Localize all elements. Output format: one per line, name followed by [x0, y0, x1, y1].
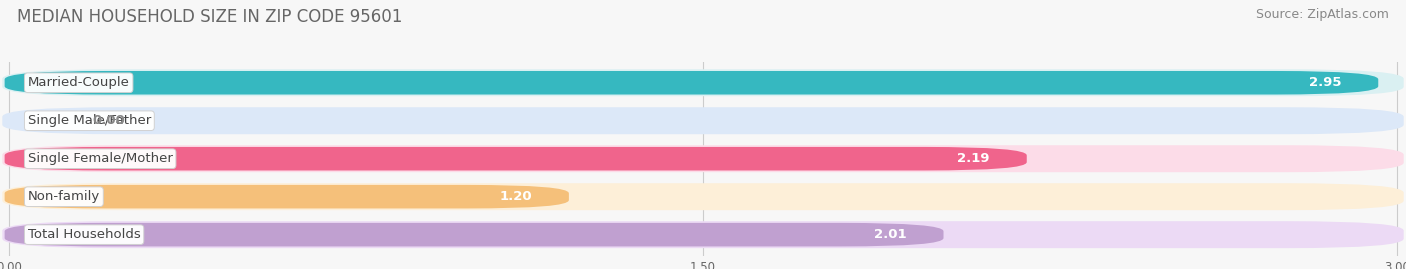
Text: MEDIAN HOUSEHOLD SIZE IN ZIP CODE 95601: MEDIAN HOUSEHOLD SIZE IN ZIP CODE 95601: [17, 8, 402, 26]
FancyBboxPatch shape: [4, 223, 943, 246]
Text: 1.20: 1.20: [499, 190, 531, 203]
Text: Single Male/Father: Single Male/Father: [28, 114, 150, 127]
FancyBboxPatch shape: [3, 145, 1403, 172]
Text: Married-Couple: Married-Couple: [28, 76, 129, 89]
Text: Non-family: Non-family: [28, 190, 100, 203]
FancyBboxPatch shape: [3, 183, 1403, 210]
FancyBboxPatch shape: [3, 107, 1403, 134]
Text: Total Households: Total Households: [28, 228, 141, 241]
FancyBboxPatch shape: [4, 147, 1026, 171]
FancyBboxPatch shape: [3, 221, 1403, 248]
Text: Source: ZipAtlas.com: Source: ZipAtlas.com: [1256, 8, 1389, 21]
FancyBboxPatch shape: [3, 69, 1403, 96]
FancyBboxPatch shape: [4, 71, 1378, 94]
Text: 0.00: 0.00: [93, 114, 125, 127]
Text: Single Female/Mother: Single Female/Mother: [28, 152, 173, 165]
Text: 2.01: 2.01: [875, 228, 907, 241]
Text: 2.95: 2.95: [1309, 76, 1341, 89]
Text: 2.19: 2.19: [957, 152, 990, 165]
FancyBboxPatch shape: [4, 185, 569, 208]
